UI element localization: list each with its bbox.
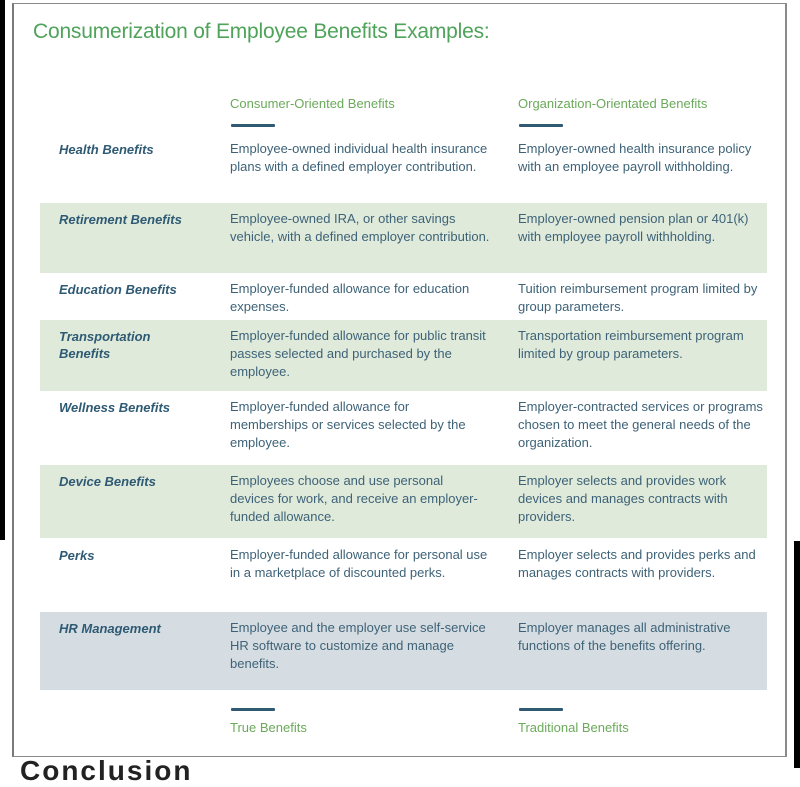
table-row-perks: Perks Employer-funded allowance for pers… [40, 539, 767, 612]
column-header-underline [519, 124, 563, 127]
organization-cell: Transportation reimbursement program lim… [518, 328, 744, 361]
footer-label-organization: Traditional Benefits [518, 720, 629, 735]
figure-title: Consumerization of Employee Benefits Exa… [33, 20, 490, 43]
row-label: Perks [59, 548, 95, 563]
table-row-device: Device Benefits Employees choose and use… [40, 465, 767, 538]
table-row-hr-management: HR Management Employee and the employer … [40, 612, 767, 690]
consumer-cell: Employees choose and use personal device… [230, 473, 478, 524]
organization-cell: Employer manages all administrative func… [518, 620, 731, 653]
consumer-cell: Employer-funded allowance for personal u… [230, 547, 488, 580]
organization-cell: Employer selects and provides work devic… [518, 473, 728, 524]
organization-cell: Employer-owned health insurance policy w… [518, 141, 752, 174]
table-row-education: Education Benefits Employer-funded allow… [40, 273, 767, 320]
column-header-underline [231, 124, 275, 127]
footer-label-consumer: True Benefits [230, 720, 307, 735]
row-label: HR Management [59, 621, 161, 636]
row-label: Device Benefits [59, 474, 156, 489]
row-label: Retirement Benefits [59, 212, 182, 227]
row-label: Wellness Benefits [59, 400, 171, 415]
footer-underline [519, 708, 563, 711]
consumer-cell: Employee-owned individual health insuran… [230, 141, 488, 174]
next-section-heading-partial: Conclusion [20, 755, 193, 786]
screen-edge-right [794, 541, 800, 768]
consumer-cell: Employer-funded allowance for public tra… [230, 328, 486, 379]
screen-edge-left [0, 0, 5, 540]
column-header-consumer: Consumer-Oriented Benefits [230, 96, 395, 111]
footer-underline [231, 708, 275, 711]
row-label: Education Benefits [59, 282, 177, 297]
consumer-cell: Employer-funded allowance for membership… [230, 399, 466, 450]
table-row-health: Health Benefits Employee-owned individua… [40, 133, 767, 201]
row-label: Transportation Benefits [59, 329, 151, 361]
column-header-organization: Organization-Orientated Benefits [518, 96, 708, 111]
consumer-cell: Employer-funded allowance for education … [230, 281, 470, 314]
organization-cell: Employer-contracted services or programs… [518, 399, 763, 450]
organization-cell: Employer-owned pension plan or 401(k) wi… [518, 211, 749, 244]
organization-cell: Tuition reimbursement program limited by… [518, 281, 758, 314]
table-row-wellness: Wellness Benefits Employer-funded allowa… [40, 391, 767, 462]
consumer-cell: Employee and the employer use self-servi… [230, 620, 486, 671]
row-label: Health Benefits [59, 142, 154, 157]
organization-cell: Employer selects and provides perks and … [518, 547, 756, 580]
table-row-transportation: Transportation Benefits Employer-funded … [40, 320, 767, 391]
consumer-cell: Employee-owned IRA, or other savings veh… [230, 211, 490, 244]
table-row-retirement: Retirement Benefits Employee-owned IRA, … [40, 203, 767, 273]
